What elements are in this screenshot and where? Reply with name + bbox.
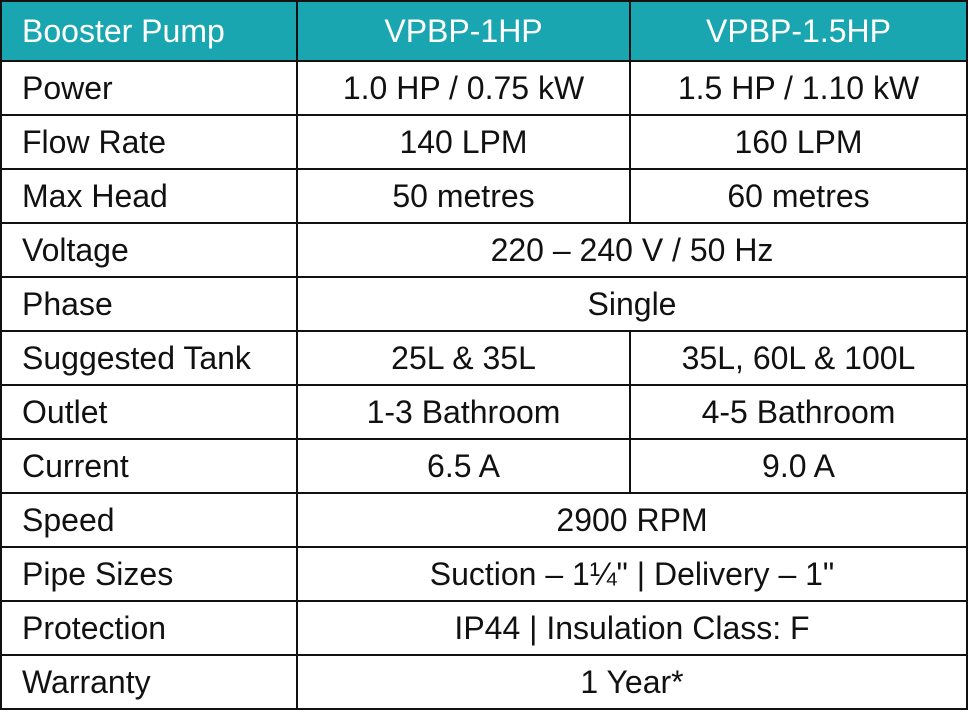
row-phase: Phase Single [0, 276, 968, 332]
value-model-2: 9.0 A [629, 438, 968, 494]
value-model-2: 1.5 HP / 1.10 kW [629, 60, 968, 116]
row-label: Power [0, 60, 298, 116]
row-flow-rate: Flow Rate 140 LPM 160 LPM [0, 114, 968, 170]
value-model-1: 1-3 Bathroom [296, 384, 631, 440]
row-label: Voltage [0, 222, 298, 278]
table-header: Booster Pump VPBP-1HP VPBP-1.5HP [0, 0, 968, 62]
row-label: Suggested Tank [0, 330, 298, 386]
row-label: Flow Rate [0, 114, 298, 170]
value-shared: Suction – 1¼" | Delivery – 1" [296, 546, 968, 602]
value-model-2: 35L, 60L & 100L [629, 330, 968, 386]
value-model-1: 1.0 HP / 0.75 kW [296, 60, 631, 116]
value-model-2: 60 metres [629, 168, 968, 224]
row-outlet: Outlet 1-3 Bathroom 4-5 Bathroom [0, 384, 968, 440]
value-shared: IP44 | Insulation Class: F [296, 600, 968, 656]
value-model-1: 6.5 A [296, 438, 631, 494]
row-max-head: Max Head 50 metres 60 metres [0, 168, 968, 224]
row-label: Outlet [0, 384, 298, 440]
row-suggested-tank: Suggested Tank 25L & 35L 35L, 60L & 100L [0, 330, 968, 386]
row-label: Max Head [0, 168, 298, 224]
row-label: Speed [0, 492, 298, 548]
row-warranty: Warranty 1 Year* [0, 654, 968, 710]
header-product-label: Booster Pump [0, 0, 298, 62]
value-shared: Single [296, 276, 968, 332]
row-label: Pipe Sizes [0, 546, 298, 602]
value-model-1: 140 LPM [296, 114, 631, 170]
row-pipe-sizes: Pipe Sizes Suction – 1¼" | Delivery – 1" [0, 546, 968, 602]
row-label: Warranty [0, 654, 298, 710]
row-power: Power 1.0 HP / 0.75 kW 1.5 HP / 1.10 kW [0, 60, 968, 116]
row-current: Current 6.5 A 9.0 A [0, 438, 968, 494]
value-model-2: 160 LPM [629, 114, 968, 170]
value-shared: 1 Year* [296, 654, 968, 710]
row-voltage: Voltage 220 – 240 V / 50 Hz [0, 222, 968, 278]
value-shared: 2900 RPM [296, 492, 968, 548]
value-model-2: 4-5 Bathroom [629, 384, 968, 440]
header-model-1-5hp: VPBP-1.5HP [629, 0, 968, 62]
header-row: Booster Pump VPBP-1HP VPBP-1.5HP [0, 0, 968, 62]
header-model-1hp: VPBP-1HP [296, 0, 631, 62]
row-label: Protection [0, 600, 298, 656]
row-protection: Protection IP44 | Insulation Class: F [0, 600, 968, 656]
row-label: Current [0, 438, 298, 494]
value-shared: 220 – 240 V / 50 Hz [296, 222, 968, 278]
value-model-1: 25L & 35L [296, 330, 631, 386]
row-speed: Speed 2900 RPM [0, 492, 968, 548]
row-label: Phase [0, 276, 298, 332]
value-model-1: 50 metres [296, 168, 631, 224]
